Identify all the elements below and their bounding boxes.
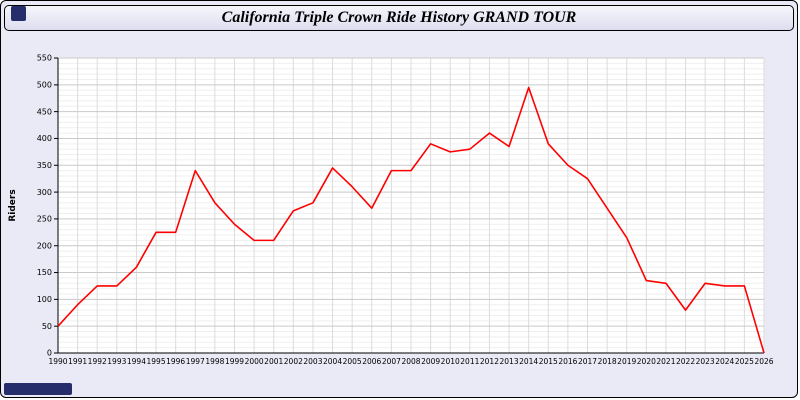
window-icon [11,6,26,21]
x-tick-label: 2024 [715,357,734,366]
x-tick-label: 2016 [558,357,577,366]
chart-title: California Triple Crown Ride History GRA… [221,9,577,26]
x-tick-label: 1996 [166,357,185,366]
x-tick-label: 2023 [696,357,715,366]
x-tick-label: 2003 [303,357,322,366]
x-tick-label: 2015 [539,357,558,366]
x-tick-label: 2019 [617,357,636,366]
y-tick-label: 50 [42,322,52,331]
x-tick-label: 1994 [127,357,146,366]
x-tick-label: 2006 [362,357,381,366]
x-tick-label: 2021 [656,357,675,366]
y-tick-label: 350 [37,161,52,170]
x-tick-label: 2009 [421,357,440,366]
x-tick-label: 2005 [343,357,362,366]
y-tick-label: 500 [37,81,52,90]
x-tick-label: 1992 [88,357,107,366]
x-tick-label: 2008 [401,357,420,366]
x-tick-label: 2012 [480,357,499,366]
x-tick-label: 2011 [460,357,479,366]
y-tick-label: 550 [37,54,52,63]
x-tick-label: 2007 [382,357,401,366]
y-tick-label: 250 [37,215,52,224]
x-tick-label: 2001 [264,357,283,366]
y-tick-label: 150 [37,268,52,277]
y-tick-label: 400 [37,134,52,143]
chart-container: 0 50 100 150 200 250 300 350 400 450 500 550 1990 199… [1,37,797,397]
x-tick-label: 2014 [519,357,538,366]
x-tick-label: 2017 [578,357,597,366]
y-tick-label: 0 [47,349,52,358]
x-tick-label: 2013 [500,357,519,366]
y-axis-label: Riders [8,189,18,221]
y-tick-label: 450 [37,107,52,116]
x-tick-label: 2026 [754,357,773,366]
x-tick-label: 2000 [245,357,264,366]
x-tick-label: 2002 [284,357,303,366]
title-bar: California Triple Crown Ride History GRA… [4,5,794,31]
x-tick-label: 2018 [598,357,617,366]
x-tick-label: 2010 [441,357,460,366]
x-tick-label: 1990 [48,357,67,366]
status-block [4,383,72,395]
x-tick-label: 2020 [637,357,656,366]
x-tick-label: 2022 [676,357,695,366]
x-tick-label: 1993 [107,357,126,366]
x-tick-label: 1998 [205,357,224,366]
x-tick-label: 1997 [186,357,205,366]
y-tick-label: 100 [37,295,52,304]
x-tick-label: 1995 [147,357,166,366]
data-series-line [57,86,765,354]
x-tick-label: 2004 [323,357,342,366]
y-tick-label: 200 [37,241,52,250]
x-tick-label: 1991 [68,357,87,366]
x-tick-label: 1999 [225,357,244,366]
x-tick-label: 2025 [735,357,754,366]
y-tick-label: 300 [37,188,52,197]
